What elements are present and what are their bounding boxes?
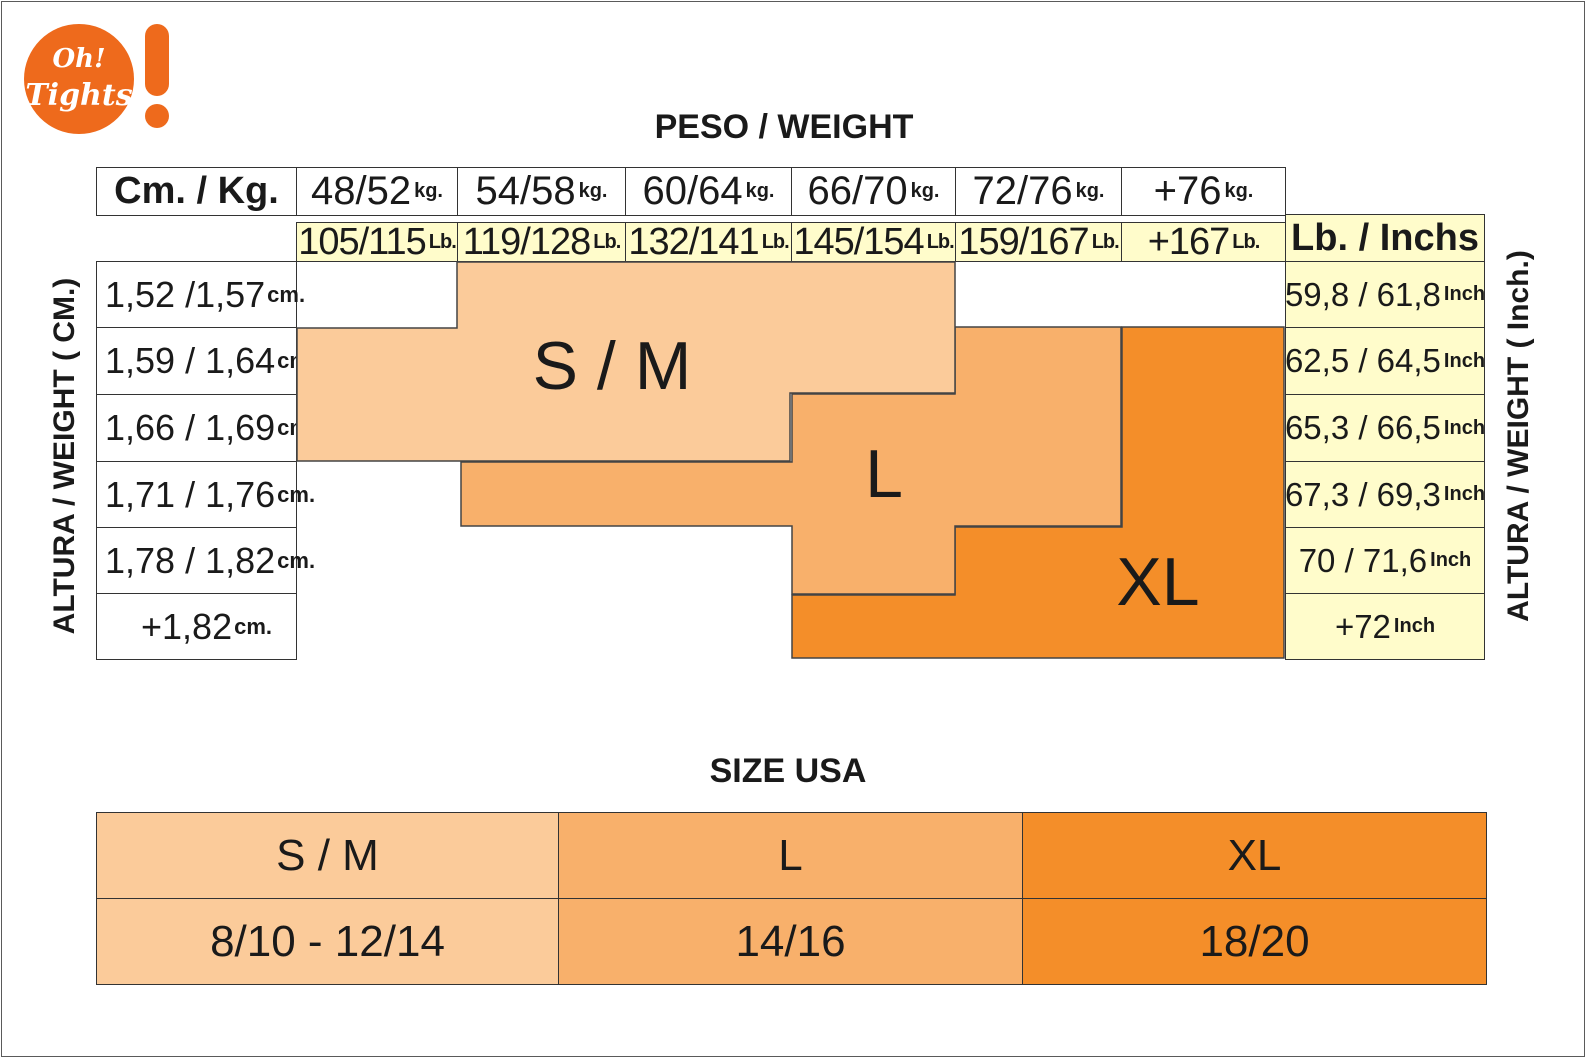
- height-inch-cell: 65,3 / 66,5 Inch: [1285, 394, 1485, 462]
- height-cm-cell: +1,82 cm.: [96, 593, 297, 660]
- cell-value: 145/154: [793, 220, 924, 263]
- cell-value: 66/70: [807, 169, 908, 213]
- height-inch-cell: +72 Inch: [1285, 593, 1485, 660]
- height-inch-cell: 59,8 / 61,8 Inch: [1285, 261, 1485, 328]
- height-cm-cell: 1,52 /1,57 cm.: [96, 261, 305, 328]
- cell-unit: cm.: [277, 481, 316, 507]
- brand-logo: Oh! Tights: [24, 24, 134, 134]
- usa-title: SIZE USA: [709, 752, 867, 790]
- cell-unit: Lb.: [1091, 230, 1120, 253]
- cell-value: 1,52 /1,57: [105, 273, 266, 315]
- weight-lb-cell: +167 Lb.: [1121, 220, 1286, 263]
- cell-value: 119/128: [462, 220, 592, 263]
- cell-unit: kg.: [578, 180, 608, 202]
- height-cm-cell: 1,59 / 1,64 cm.: [96, 327, 315, 395]
- cell-unit: Lb.: [926, 230, 955, 253]
- usa-us-size-cell: 14/16: [558, 898, 1023, 985]
- cell-value: 132/141: [628, 220, 759, 263]
- usa-size-cell: L: [558, 812, 1023, 899]
- cell-value: 65,3 / 66,5: [1284, 409, 1441, 446]
- cell-unit: Lb.: [761, 230, 790, 253]
- height-cm-cell: 1,78 / 1,82 cm.: [96, 527, 315, 594]
- cell-unit: cm.: [267, 281, 306, 307]
- size-region-xl: [791, 326, 1285, 659]
- cell-value: +167: [1147, 220, 1231, 263]
- size-map: S / M L XL: [296, 261, 1285, 659]
- cell-value: 67,3 / 69,3: [1284, 475, 1441, 513]
- height-inch-cell: 67,3 / 69,3 Inch: [1285, 461, 1485, 528]
- cell-value: 1,66 / 1,69: [105, 407, 276, 448]
- chart-title: PESO / WEIGHT: [654, 108, 914, 146]
- cell-unit: kg.: [910, 180, 940, 202]
- cell-value: 72/76: [972, 169, 1073, 213]
- size-region-l: [460, 326, 1122, 595]
- weight-lb-cell: 145/154 Lb.: [791, 220, 956, 263]
- cell-value: +72: [1334, 607, 1391, 645]
- logo-text-line1: Oh!: [52, 44, 106, 74]
- logo-text-line2: Tights: [25, 78, 133, 113]
- size-label-sm: S / M: [533, 328, 692, 404]
- cell-unit: Inch: [1443, 416, 1486, 439]
- cell-unit: Lb.: [1232, 230, 1260, 253]
- cell-value: 159/167: [958, 220, 1089, 263]
- size-label-xl: XL: [1116, 544, 1199, 620]
- cell-value: 1,71 / 1,76: [105, 473, 276, 515]
- cell-value: +1,82: [141, 605, 233, 647]
- cell-value: 1,59 / 1,64: [105, 340, 276, 381]
- cell-unit: kg.: [1075, 180, 1105, 202]
- weight-lb-cell: 119/128 Lb.: [457, 220, 626, 263]
- right-axis-label: ALTURA / WEIGHT ( Inch.): [1502, 250, 1535, 622]
- weight-kg-cell: 48/52 kg.: [296, 167, 458, 216]
- cell-value: 54/58: [475, 169, 576, 213]
- weight-lb-cell: 132/141 Lb.: [625, 220, 792, 263]
- cell-unit: cm.: [234, 613, 273, 639]
- size-label-l: L: [865, 436, 903, 512]
- weight-lb-cell: 159/167 Lb.: [955, 220, 1122, 263]
- cell-value: +76: [1153, 169, 1222, 213]
- weight-kg-cell: +76 kg.: [1121, 167, 1286, 216]
- cell-unit: cm.: [277, 547, 316, 573]
- cell-value: 62,5 / 64,5: [1284, 342, 1441, 379]
- cell-value: 105/115: [298, 220, 427, 263]
- weight-lb-cell: 105/115 Lb.: [296, 220, 458, 263]
- cell-value: 60/64: [642, 169, 743, 213]
- logo-exclamation-bar: [145, 24, 169, 96]
- cell-unit: Inch: [1393, 615, 1436, 637]
- usa-us-size-cell: 8/10 - 12/14: [96, 898, 559, 985]
- left-axis-label: ALTURA / WEIGHT ( CM.): [48, 277, 81, 635]
- height-cm-cell: 1,66 / 1,69 cm.: [96, 394, 315, 462]
- weight-kg-cell: 60/64 kg.: [625, 167, 792, 216]
- usa-size-cell: XL: [1022, 812, 1487, 899]
- cell-unit: Inch: [1443, 283, 1486, 305]
- cell-unit: kg.: [1224, 180, 1254, 202]
- corner-label: Cm. / Kg.: [96, 167, 297, 216]
- cell-unit: kg.: [414, 180, 443, 202]
- usa-us-size-cell: 18/20: [1022, 898, 1487, 985]
- cell-value: 70 / 71,6: [1298, 541, 1428, 579]
- cell-unit: kg.: [745, 180, 775, 202]
- height-cm-cell: 1,71 / 1,76 cm.: [96, 461, 315, 528]
- weight-kg-cell: 66/70 kg.: [791, 167, 956, 216]
- usa-size-cell: S / M: [96, 812, 559, 899]
- cell-value: 48/52: [310, 169, 412, 213]
- weight-kg-cell: 72/76 kg.: [955, 167, 1122, 216]
- cell-value: 59,8 / 61,8: [1284, 275, 1441, 313]
- cell-unit: Lb.: [593, 230, 621, 253]
- weight-kg-cell: 54/58 kg.: [457, 167, 626, 216]
- height-inch-cell: 70 / 71,6 Inch: [1285, 527, 1485, 594]
- cell-unit: Inch: [1430, 549, 1472, 571]
- lb-inch-label: Lb. / Inchs: [1285, 214, 1485, 262]
- cell-unit: Lb.: [428, 230, 457, 253]
- height-inch-cell: 62,5 / 64,5 Inch: [1285, 327, 1485, 395]
- cell-unit: Inch: [1443, 483, 1486, 505]
- cell-value: 1,78 / 1,82: [105, 539, 276, 581]
- size-region-sm: [296, 261, 956, 462]
- cell-unit: Inch: [1443, 349, 1486, 372]
- logo-exclamation-dot: [145, 104, 169, 128]
